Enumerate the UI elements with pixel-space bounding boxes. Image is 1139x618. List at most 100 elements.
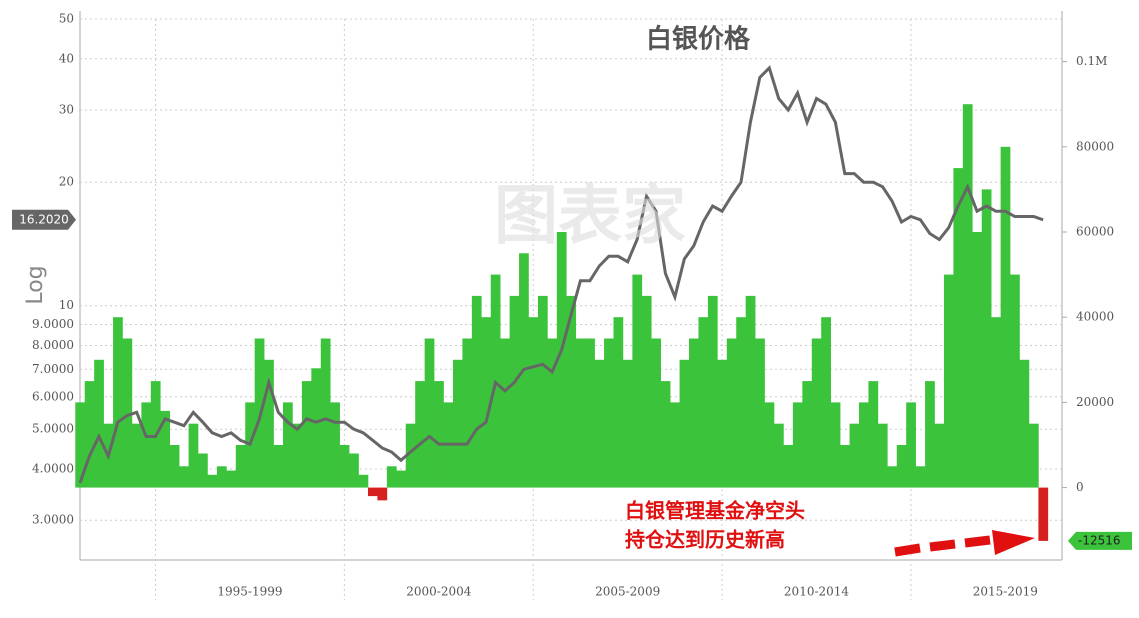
- bar: [830, 402, 841, 488]
- bar: [471, 295, 482, 488]
- bar: [386, 466, 397, 488]
- bar: [320, 338, 331, 488]
- bar: [972, 231, 983, 488]
- bar: [415, 381, 425, 488]
- lines: [78, 65, 1044, 484]
- bar: [877, 423, 888, 488]
- bar: [566, 295, 577, 488]
- y2-tick-label: 20000: [1076, 395, 1114, 409]
- bar: [311, 368, 322, 488]
- bar: [840, 444, 850, 488]
- bar: [1010, 274, 1020, 488]
- bar: [934, 423, 945, 488]
- bar: [802, 381, 813, 488]
- bar: [858, 402, 869, 488]
- watermark: 图表家: [494, 180, 686, 254]
- bar: [811, 338, 822, 488]
- y-tick-label: 9.0000: [32, 317, 74, 331]
- bar: [953, 168, 964, 488]
- bar: [235, 444, 246, 488]
- bar: [622, 359, 633, 488]
- bar: [585, 338, 595, 488]
- bar: [962, 104, 973, 488]
- bar: [273, 444, 284, 488]
- annotation: 白银管理基金净空头: [625, 499, 805, 523]
- bar: [84, 381, 95, 488]
- chart-title: 白银价格: [646, 24, 751, 55]
- bar: [424, 338, 435, 488]
- bar: [452, 359, 463, 488]
- bar: [736, 317, 746, 488]
- bar: [887, 466, 898, 488]
- bar: [405, 423, 416, 488]
- bar: [906, 402, 916, 488]
- y2-tick-label: 0.1M: [1076, 54, 1107, 68]
- bar: [556, 231, 567, 488]
- bar: [868, 381, 879, 488]
- bar: [689, 338, 699, 488]
- bar: [660, 381, 671, 488]
- bar: [915, 466, 926, 488]
- bar: [1000, 146, 1011, 488]
- bar: [641, 295, 652, 488]
- y-tick-label: 4.0000: [32, 461, 74, 475]
- value-tag: [12, 209, 76, 230]
- bar: [604, 338, 614, 488]
- y-tick-label: 20: [59, 175, 74, 189]
- y2-tick-label: 0: [1076, 480, 1084, 494]
- bar: [783, 444, 794, 488]
- bar: [925, 381, 935, 488]
- bar: [292, 423, 303, 488]
- bar: [283, 402, 293, 488]
- bar: [434, 381, 444, 488]
- bar: [528, 317, 539, 488]
- y-tick-label: 5.0000: [32, 422, 74, 436]
- bar: [632, 274, 643, 488]
- bar: [226, 470, 237, 488]
- y-tick-label: 10: [59, 298, 74, 312]
- x-tick-label: 2000-2004: [406, 585, 471, 599]
- y-tick-label: 50: [59, 12, 74, 26]
- bar: [481, 317, 492, 488]
- value-tag-label: 16.2020: [19, 212, 69, 226]
- bar: [745, 295, 756, 488]
- y-tick-label: 7.0000: [32, 362, 74, 376]
- bar: [94, 359, 104, 488]
- arrow: [894, 530, 1035, 557]
- bar: [755, 338, 765, 488]
- bar: [991, 317, 1001, 488]
- bar: [188, 423, 199, 488]
- bar: [792, 402, 803, 488]
- bar: [377, 487, 388, 501]
- bars: [75, 104, 1049, 541]
- bar: [726, 338, 737, 488]
- bar: [367, 487, 378, 497]
- bar: [113, 317, 123, 488]
- bar: [330, 402, 340, 488]
- bar: [651, 338, 662, 488]
- bar: [179, 466, 189, 488]
- x-tick-label: 2005-2009: [595, 585, 660, 599]
- bar: [339, 444, 350, 488]
- value-tag: [1068, 531, 1132, 550]
- bar: [396, 470, 407, 488]
- price-line: [78, 65, 1044, 484]
- value-tag-label: -12516: [1078, 533, 1121, 547]
- annotation: 持仓达到历史新高: [625, 528, 785, 552]
- y-axis-label: Log: [23, 265, 48, 304]
- bar: [547, 338, 558, 488]
- x-tick-label: 2010-2014: [784, 585, 849, 599]
- bar: [1019, 359, 1030, 488]
- bar: [896, 444, 907, 488]
- bar: [764, 402, 775, 488]
- x-tick-label: 2015-2019: [973, 585, 1038, 599]
- bar: [981, 189, 992, 488]
- bar: [594, 359, 605, 488]
- bar: [849, 423, 860, 488]
- bar: [698, 317, 709, 488]
- y2-tick-label: 80000: [1076, 139, 1114, 153]
- bar: [1028, 423, 1039, 488]
- y-tick-label: 8.0000: [32, 338, 74, 352]
- x-tick-label: 1995-1999: [217, 585, 282, 599]
